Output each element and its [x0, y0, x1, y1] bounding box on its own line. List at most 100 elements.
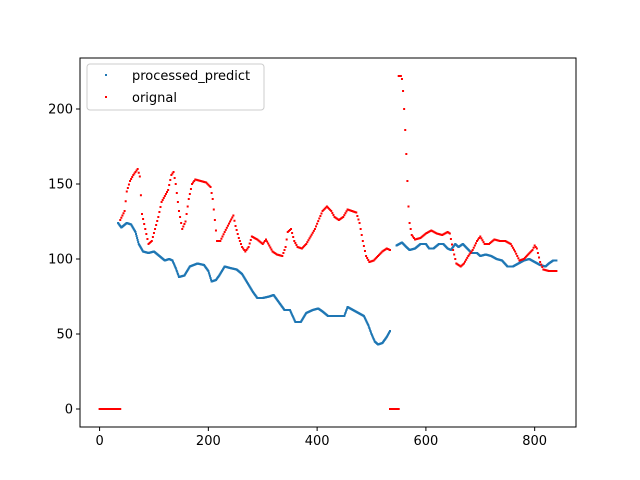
series-orignal-point — [293, 240, 296, 242]
series-processed-predict — [117, 222, 558, 346]
series-orignal-point — [209, 186, 212, 188]
series-orignal-point — [271, 250, 274, 253]
series-orignal-point — [347, 208, 350, 211]
series-orignal-point — [342, 216, 345, 218]
series-orignal-point — [435, 232, 438, 235]
series-orignal-point — [358, 222, 361, 224]
series-orignal-point — [490, 241, 493, 244]
series-processed-predict-point — [135, 235, 138, 237]
series-orignal-point — [206, 182, 209, 185]
series-orignal-point — [276, 253, 279, 256]
series-orignal-point — [313, 228, 316, 230]
series-orignal-point — [186, 205, 189, 208]
series-orignal-point — [294, 242, 297, 244]
series-orignal-point — [518, 259, 521, 262]
series-orignal-point — [286, 231, 289, 233]
series-orignal-point — [197, 179, 200, 182]
series-orignal-point — [242, 247, 245, 250]
series-processed-predict-point — [288, 309, 291, 311]
series-orignal-point — [419, 237, 422, 239]
series-orignal-point — [363, 250, 366, 252]
series-orignal-point — [166, 191, 169, 193]
series-orignal-point — [332, 214, 335, 216]
series-orignal-point — [123, 210, 126, 212]
series-processed-predict-point — [343, 313, 346, 316]
series-orignal-point — [159, 206, 162, 208]
series-orignal-point — [195, 178, 198, 181]
series-orignal-point — [325, 205, 328, 208]
series-orignal-point — [327, 206, 329, 209]
series-layer — [98, 75, 558, 410]
series-orignal-point — [254, 237, 257, 240]
series-orignal-point — [124, 200, 127, 203]
series-processed-predict-point — [555, 259, 558, 262]
series-orignal-point — [152, 232, 155, 234]
series-orignal-point — [170, 174, 173, 176]
series-orignal-point — [526, 254, 529, 257]
series-orignal-point — [546, 269, 549, 272]
series-orignal-point — [249, 239, 252, 241]
series-orignal-point — [243, 249, 246, 251]
series-orignal-point — [201, 180, 204, 183]
series-orignal-point — [245, 249, 248, 251]
series-orignal-point — [505, 240, 508, 243]
series-orignal-point — [121, 214, 124, 217]
series-orignal-point — [231, 216, 234, 219]
series-orignal-point — [408, 222, 411, 224]
series-orignal-point — [149, 241, 152, 243]
series-orignal-point — [459, 265, 462, 268]
series-orignal-point — [431, 230, 434, 233]
series-processed-predict-point — [291, 315, 294, 317]
series-orignal-point — [398, 75, 401, 77]
series-orignal-point — [199, 180, 202, 182]
series-orignal-point — [362, 245, 365, 247]
series-orignal-point — [157, 216, 160, 218]
legend-label-orignal: orignal — [132, 91, 177, 106]
series-orignal-point — [167, 189, 170, 191]
series-orignal-point — [409, 228, 412, 230]
series-orignal-point — [246, 247, 249, 250]
series-orignal-point — [198, 179, 201, 182]
series-orignal-point — [487, 243, 490, 245]
series-processed-predict-point — [207, 270, 210, 272]
series-orignal-point — [444, 232, 447, 235]
series-orignal-point — [407, 205, 410, 208]
series-orignal-point — [472, 246, 475, 249]
series-orignal-point — [461, 263, 464, 266]
series-processed-predict-point — [290, 312, 293, 315]
series-orignal-point — [465, 258, 468, 261]
series-processed-predict-point — [367, 324, 370, 326]
series-orignal-point — [536, 252, 539, 254]
series-orignal-point — [222, 233, 225, 236]
series-orignal-point — [134, 171, 137, 173]
series-orignal-point — [356, 215, 359, 217]
series-orignal-point — [375, 256, 378, 259]
y-tick-label: 50 — [56, 328, 73, 343]
series-orignal-point — [514, 250, 517, 253]
series-orignal-point — [464, 260, 467, 263]
series-orignal-point — [234, 225, 237, 227]
series-processed-predict-point — [136, 239, 139, 241]
series-orignal-point — [237, 237, 240, 239]
series-processed-predict-point — [172, 262, 175, 264]
series-orignal-point — [139, 194, 142, 197]
series-orignal-point — [158, 211, 161, 213]
series-orignal-point — [303, 245, 306, 248]
series-orignal-point — [377, 255, 380, 257]
series-orignal-point — [373, 258, 376, 261]
plot-frame — [79, 57, 577, 428]
series-orignal-point — [489, 242, 492, 245]
series-orignal-point — [247, 246, 250, 248]
series-orignal-point — [129, 180, 132, 182]
series-orignal-point — [148, 242, 151, 244]
series-orignal-point — [300, 247, 303, 250]
series-orignal-point — [330, 210, 333, 212]
series-orignal-point — [384, 248, 387, 251]
series-orignal-point — [268, 244, 271, 247]
series-orignal-point — [176, 201, 179, 203]
series-orignal-point — [256, 238, 259, 241]
series-orignal-point — [270, 248, 273, 251]
legend-marker-orignal — [105, 96, 107, 98]
series-orignal-point — [494, 238, 497, 241]
